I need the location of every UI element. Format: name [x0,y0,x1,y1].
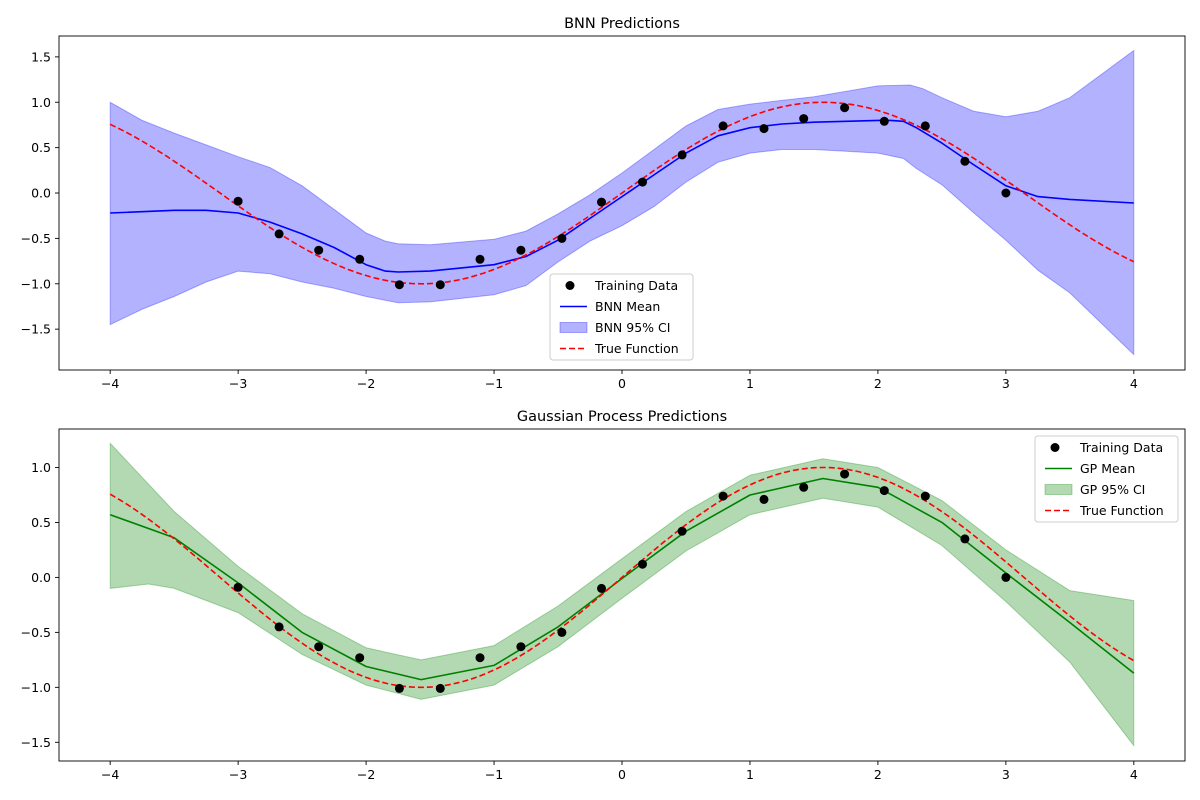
training-point [1001,572,1011,582]
training-point [274,622,284,632]
training-point [879,486,889,496]
y-tick-label: 1.0 [31,95,51,110]
legend-label: True Function [1079,503,1164,518]
training-point [394,280,404,290]
training-point [557,233,567,243]
training-point [840,103,850,113]
legend-box [1034,435,1179,523]
y-tick-label: 0.5 [31,140,51,155]
training-point [840,469,850,479]
y-tick-label: 1.0 [31,460,51,475]
x-tick-label: 4 [1130,376,1138,391]
legend-label: BNN 95% CI [595,320,670,335]
training-point [799,114,809,124]
training-point [638,177,647,187]
gp-chart: −4 −3 −2 −1 0 1 2 3 4 −1.5 −1.0 −0.5 0.0 0.5 1.0 Gaussi… [21,409,1186,782]
training-point [638,559,647,569]
x-tick-label: 1 [746,767,754,782]
plot-area [109,49,1135,356]
mean-line [110,119,1134,273]
training-point [759,124,769,134]
training-point [516,245,526,255]
training-point [475,254,485,264]
legend-marker-points [1050,443,1060,452]
training-point [677,150,687,160]
x-tick-label: −3 [229,767,247,782]
x-tick-label: −4 [101,767,119,782]
y-tick-label: −1.5 [21,735,51,750]
training-point [879,116,889,126]
x-tick-label: 4 [1130,767,1138,782]
legend-label: GP 95% CI [1080,482,1145,497]
training-point [557,627,567,637]
x-tick-label: −3 [229,376,247,391]
legend-marker-ci [1044,484,1073,495]
legend-label: True Function [594,341,679,356]
training-point [597,197,606,207]
legend-marker-ci [559,322,588,333]
x-tick-label: 2 [874,767,882,782]
legend-box [549,273,694,361]
training-point [960,156,970,166]
y-tick-label: 0.5 [31,515,51,530]
training-point [960,534,970,544]
training-point [1001,188,1011,198]
training-point [799,482,809,492]
training-point [718,121,728,131]
training-point [233,582,243,592]
training-point [435,683,445,693]
x-tick-label: 3 [1002,376,1010,391]
chart-title: BNN Predictions [564,16,680,32]
x-tick-label: −1 [485,376,503,391]
x-tick-label: 0 [618,767,626,782]
y-tick-label: −0.5 [21,625,51,640]
legend-marker-points [565,281,575,290]
training-point [233,196,243,206]
ci-band [109,442,1135,748]
training-point [516,642,526,652]
x-tick-label: 3 [1002,767,1010,782]
training-point [274,229,284,239]
legend-label: BNN Mean [595,299,660,314]
training-point [314,642,324,652]
chart-title: Gaussian Process Predictions [517,409,727,425]
training-point [718,491,728,501]
legend-label: GP Mean [1080,461,1135,476]
legend: Training Data GP Mean GP 95% CI True Functi… [1034,435,1179,523]
training-point [355,254,365,264]
y-tick-label: −0.5 [21,231,51,246]
x-tick-label: −1 [485,767,503,782]
training-point [355,653,365,663]
training-point [394,683,404,693]
training-point [677,526,687,536]
y-tick-label: 1.5 [31,49,51,64]
plot-area [109,442,1135,748]
y-tick-label: 0.0 [31,186,51,201]
x-tick-label: 0 [618,376,626,391]
training-point [920,491,930,501]
training-point [435,280,445,290]
y-tick-label: −1.0 [21,680,51,695]
x-tick-label: 1 [746,376,754,391]
y-tick-label: 0.0 [31,570,51,585]
legend: Training Data BNN Mean BNN 95% CI True Func… [549,273,694,361]
training-point [920,121,930,131]
x-tick-label: −4 [101,376,119,391]
training-point [314,245,324,255]
training-point [597,583,606,593]
legend-label: Training Data [1079,440,1163,455]
y-tick-label: −1.0 [21,276,51,291]
x-tick-label: 2 [874,376,882,391]
training-point [475,653,485,663]
y-tick-label: −1.5 [21,322,51,337]
legend-label: Training Data [594,278,678,293]
x-tick-label: −2 [357,376,375,391]
training-point [759,494,769,504]
bnn-chart: −4 −3 −2 −1 0 1 2 3 4 −1.5 −1.0 −0.5 0.0 0.5 1.0 1.5 BNN… [21,16,1186,391]
x-tick-label: −2 [357,767,375,782]
